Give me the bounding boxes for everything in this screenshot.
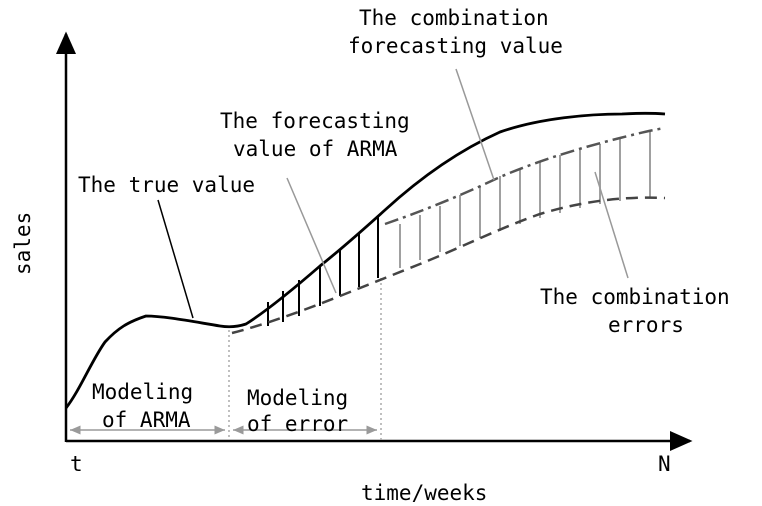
combination-error-bars xyxy=(399,131,651,268)
y-axis-label: sales xyxy=(11,212,35,275)
error-modeling-bars xyxy=(267,216,379,326)
combination-forecast-curve xyxy=(384,126,666,226)
combination-errors-label-1: The combination xyxy=(540,285,730,309)
leader-arma-forecast xyxy=(286,177,337,294)
leader-combination-errors xyxy=(594,171,629,279)
arma-forecast-label-2: value of ARMA xyxy=(233,137,398,161)
combination-errors-label-2: errors xyxy=(608,313,684,337)
true-value-curve xyxy=(64,111,666,409)
leader-combination-forecast xyxy=(455,68,495,181)
modeling-arma-label-2: of ARMA xyxy=(102,408,191,432)
true-value-label: The true value xyxy=(78,173,255,197)
modeling-error-label-1: Modeling xyxy=(247,386,348,410)
modeling-error-label-2: of error xyxy=(247,412,348,436)
leader-true-value xyxy=(157,199,194,319)
arma-forecast-label-1: The forecasting xyxy=(220,109,410,133)
x-axis-end-label: N xyxy=(658,452,671,476)
arma-forecast-curve xyxy=(231,196,666,335)
modeling-arma-label-1: Modeling xyxy=(92,380,193,404)
combination-forecast-label-1: The combination xyxy=(359,6,549,30)
x-axis-label: time/weeks xyxy=(361,481,487,505)
x-axis-start-label: t xyxy=(70,452,83,476)
combination-forecast-label-2: forecasting value xyxy=(348,34,563,58)
